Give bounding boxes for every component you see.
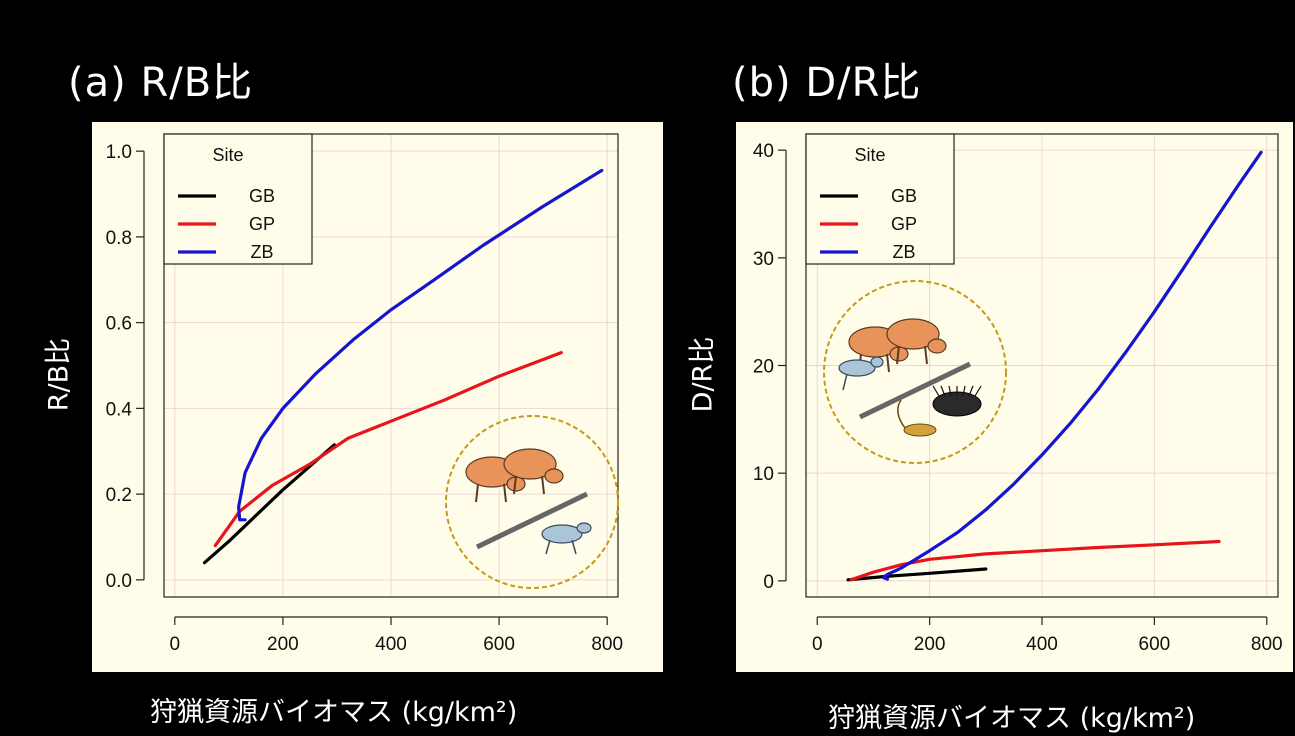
antelope-head	[544, 468, 564, 484]
x-tick-label: 600	[483, 634, 515, 655]
inset-dashed-circle	[445, 415, 619, 589]
porcupine-quill	[962, 385, 966, 397]
y-tick-label: 0.6	[106, 314, 132, 335]
antelope-icon	[503, 448, 564, 495]
legend-label-gp: GP	[891, 214, 917, 234]
chart-panel-a: 0 200 400 600 800 0.0 0.2 0.4 0.6 0.8 1.0 Site GB GP Z…	[92, 122, 663, 672]
y-tick-label: 40	[753, 141, 774, 162]
duiker-head	[576, 522, 592, 534]
chart-panel-b: 0 200 400 600 800 0 10 20 30 40 Site GB GP ZB	[736, 122, 1293, 672]
antelope-icon	[886, 318, 947, 365]
x-tick-label: 400	[1026, 634, 1058, 655]
animal-illustration	[445, 415, 619, 589]
legend-label-zb: ZB	[250, 242, 273, 262]
x-tick-label: 200	[267, 634, 299, 655]
porcupine-quill	[948, 385, 952, 397]
y-tick-label: 0.2	[106, 485, 132, 506]
antelope-leg	[475, 483, 479, 503]
y-tick-label: 0.8	[106, 228, 132, 249]
porcupine-quill	[968, 385, 974, 397]
y-tick-label: 1.0	[106, 142, 132, 163]
panel-title-a: (a) R/B比	[68, 60, 254, 106]
duiker-leg	[545, 539, 551, 555]
divider-line	[475, 491, 589, 550]
duiker-icon	[838, 356, 884, 391]
porcupine-quill	[932, 385, 940, 397]
panel-title-b: (b) D/R比	[732, 60, 922, 106]
page: (a) R/B比 (b) D/R比 0 200 400 600 800 0.0 0.2 0.4…	[10, 10, 1293, 734]
porcupine-quill	[940, 385, 946, 397]
series-line-zb	[881, 150, 1263, 581]
duiker-body	[838, 359, 876, 377]
series-line-zb	[237, 168, 604, 522]
y-tick-label: 10	[753, 464, 774, 485]
x-axis-label-b: 狩猟資源バイオマス (kg/km²)	[828, 703, 1196, 734]
inset-dashed-circle	[823, 280, 1007, 464]
duiker-body	[541, 524, 583, 544]
plot-frame	[805, 133, 1279, 598]
duiker-leg	[842, 373, 848, 391]
x-axis-label-a: 狩猟資源バイオマス (kg/km²)	[150, 697, 518, 728]
duiker-leg	[571, 539, 577, 555]
antelope-body	[503, 448, 557, 480]
animal-illustration	[823, 280, 1007, 464]
legend-box	[805, 133, 955, 265]
legend: Site GB GP ZB	[805, 133, 955, 265]
series-line-gp	[849, 539, 1221, 582]
small-mammal-body	[903, 423, 937, 437]
x-tick-label: 0	[170, 634, 181, 655]
porcupine-icon	[932, 385, 982, 417]
y-tick-label: 0	[763, 572, 774, 593]
y-axis-label-a: R/B比	[43, 337, 75, 412]
y-tick-label: 0.0	[106, 571, 132, 592]
antelope-leg	[896, 345, 900, 365]
duiker-head	[870, 356, 884, 368]
small-mammal-tail	[897, 399, 906, 429]
y-axis-label-b: D/R比	[687, 336, 719, 413]
x-tick-label: 600	[1139, 634, 1171, 655]
plot-frame	[163, 133, 619, 598]
small-mammal-icon	[897, 399, 937, 437]
x-tick-label: 0	[812, 634, 823, 655]
antelope-leg	[886, 353, 890, 373]
y-tick-label: 20	[753, 357, 774, 378]
y-tick-label: 30	[753, 249, 774, 270]
porcupine-quill	[974, 385, 982, 397]
x-tick-label: 200	[914, 634, 946, 655]
legend-label-gb: GB	[891, 186, 917, 206]
legend-title: Site	[854, 145, 885, 165]
x-tick-label: 800	[1251, 634, 1283, 655]
legend-label-gp: GP	[249, 214, 275, 234]
series-line-gp	[213, 351, 563, 548]
chart-a: 0 200 400 600 800 0.0 0.2 0.4 0.6 0.8 1.0 Site GB GP Z…	[106, 133, 623, 655]
antelope-body	[886, 318, 940, 350]
duiker-icon	[541, 522, 592, 555]
x-tick-label: 400	[375, 634, 407, 655]
divider-line	[858, 361, 972, 420]
legend: Site GB GP ZB	[163, 133, 313, 265]
antelope-leg	[503, 483, 507, 503]
antelope-leg	[513, 475, 517, 495]
legend-box	[163, 133, 313, 265]
chart-b: 0 200 400 600 800 0 10 20 30 40 Site GB GP ZB	[753, 133, 1283, 655]
legend-label-zb: ZB	[892, 242, 915, 262]
antelope-leg	[924, 345, 928, 365]
series-line-gb	[846, 567, 988, 582]
antelope-leg	[541, 475, 545, 495]
antelope-head	[927, 338, 947, 354]
y-tick-label: 0.4	[106, 399, 133, 420]
legend-title: Site	[212, 145, 243, 165]
x-tick-label: 800	[591, 634, 623, 655]
legend-label-gb: GB	[249, 186, 275, 206]
